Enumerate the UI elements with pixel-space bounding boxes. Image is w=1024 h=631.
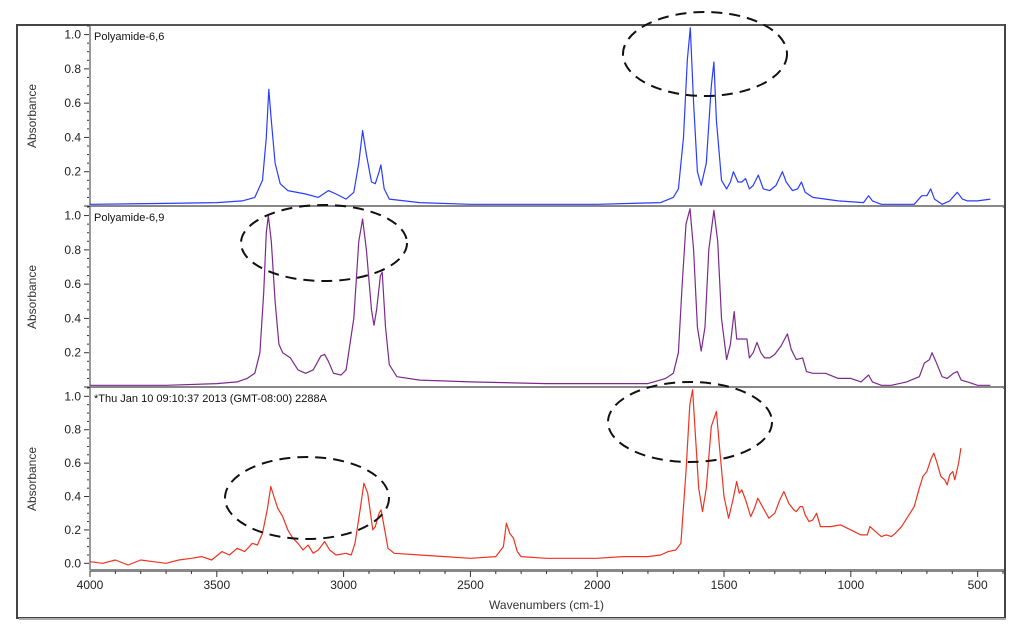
y-tick-label: 1.0 [64, 389, 81, 403]
y-tick-label: 0.6 [64, 277, 81, 291]
x-axis-title: Wavenumbers (cm-1) [489, 598, 604, 612]
y-tick-label: 0.0 [64, 556, 81, 570]
x-tick-label: 1500 [711, 578, 738, 592]
y-axis-title: Absorbance [25, 447, 39, 511]
panel-label: Polyamide-6,6 [94, 31, 164, 43]
y-tick-label: 1.0 [64, 209, 81, 223]
annotation-ellipse [224, 456, 390, 540]
annotation-ellipse [240, 204, 408, 282]
y-tick-label: 1.0 [64, 28, 81, 42]
x-tick-label: 1000 [837, 578, 864, 592]
spectrum-line-3 [90, 389, 962, 566]
y-tick-label: 0.2 [64, 523, 81, 537]
y-tick-label: 0.2 [64, 165, 81, 179]
panel-3: 0.0 0.2 0.4 0.6 0.8 1.0 Absorbance *Thu Jan 10 … [25, 387, 1004, 572]
annotation-ellipse [622, 11, 788, 97]
y-tick-label: 0.4 [64, 311, 81, 325]
y-axis-title: Absorbance [25, 84, 39, 148]
x-tick-label: 3000 [330, 578, 357, 592]
y-tick-label: 0.4 [64, 130, 81, 144]
plot-area [90, 207, 1003, 387]
y-tick-label: 0.8 [64, 423, 81, 437]
y-tick-label: 0.8 [64, 243, 81, 257]
y-tick-label: 0.8 [64, 62, 81, 76]
y-axis-title: Absorbance [25, 265, 39, 329]
x-tick-label: 2000 [584, 578, 611, 592]
x-tick-label: 4000 [77, 578, 104, 592]
annotation-ellipse [607, 381, 773, 463]
y-tick-label: 0.2 [64, 346, 81, 360]
panel-1: 0.2 0.4 0.6 0.8 1.0 Absorbance Polyamide-6,6 [25, 25, 1004, 208]
panel-label: *Thu Jan 10 09:10:37 2013 (GMT-08:00) 22… [94, 393, 328, 405]
x-tick-label: 3500 [203, 578, 230, 592]
y-tick-label: 0.6 [64, 96, 81, 110]
y-tick-label: 0.6 [64, 456, 81, 470]
spectrum-line-2 [90, 208, 991, 386]
y-tick-label: 0.4 [64, 490, 81, 504]
spectrum-line-1 [90, 27, 991, 205]
plot-area [90, 388, 1003, 570]
panel-label: Polyamide-6,9 [94, 212, 164, 224]
x-tick-label: 2500 [457, 578, 484, 592]
plot-area [90, 26, 1003, 206]
x-tick-label: 500 [968, 578, 988, 592]
panel-2: 0.2 0.4 0.6 0.8 1.0 Absorbance Polyamide-6,9 [25, 206, 1004, 389]
